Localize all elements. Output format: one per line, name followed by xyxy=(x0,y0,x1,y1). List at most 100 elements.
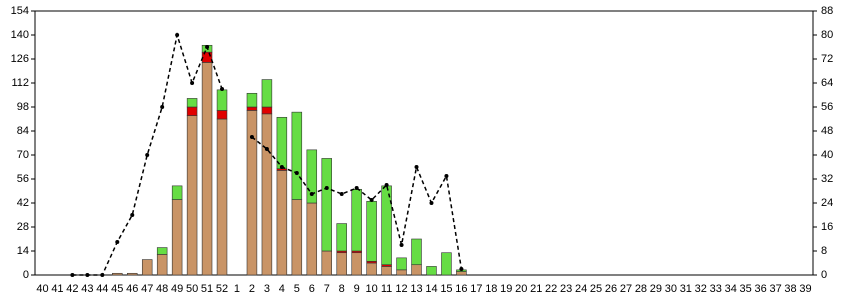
y-tick-label: 42 xyxy=(17,197,29,209)
x-tick-label: 32 xyxy=(695,283,707,295)
bar-segment xyxy=(351,252,362,276)
bar-segment xyxy=(396,269,407,276)
x-tick-label: 38 xyxy=(784,283,796,295)
bar-segment xyxy=(456,271,467,276)
x-tick-label: 27 xyxy=(620,283,632,295)
x-tick-label: 50 xyxy=(186,283,198,295)
x-tick-label: 29 xyxy=(650,283,662,295)
x-tick-label: 43 xyxy=(81,283,93,295)
line-point xyxy=(279,165,284,169)
y2-tick-label: 72 xyxy=(821,53,833,65)
bar-segment xyxy=(171,185,183,200)
bar-segment xyxy=(291,111,303,200)
y-tick-label: 154 xyxy=(11,5,29,17)
x-tick-label: 18 xyxy=(485,283,497,295)
bar-segment xyxy=(366,262,377,276)
x-tick-label: 5 xyxy=(294,283,300,295)
x-tick-label: 8 xyxy=(339,283,345,295)
bar-segment xyxy=(381,185,392,266)
y-tick-label: 14 xyxy=(17,245,29,257)
bar-segment xyxy=(216,89,228,111)
line-point xyxy=(339,192,344,196)
x-tick-label: 30 xyxy=(665,283,677,295)
x-tick-label: 40 xyxy=(36,283,48,295)
y2-tick-label: 0 xyxy=(821,269,827,281)
line-point xyxy=(459,267,464,271)
x-tick-label: 11 xyxy=(381,283,392,295)
bar-segment xyxy=(201,62,213,276)
line-point xyxy=(190,81,195,85)
line-point xyxy=(220,87,225,91)
x-tick-label: 10 xyxy=(366,283,378,295)
line-point xyxy=(384,183,389,187)
y-tick-label: 84 xyxy=(17,125,29,137)
bar-segment xyxy=(246,106,258,111)
bar-segment xyxy=(186,115,198,276)
x-tick-label: 25 xyxy=(590,283,602,295)
bar-segment xyxy=(321,158,332,252)
y2-tick-label: 24 xyxy=(821,197,833,209)
x-tick-label: 21 xyxy=(530,283,542,295)
x-tick-label: 16 xyxy=(455,283,467,295)
y2-tick-label: 64 xyxy=(821,77,833,89)
line xyxy=(72,32,463,276)
plot-frame xyxy=(34,10,814,276)
bar-segment xyxy=(276,116,288,170)
x-tick-label: 13 xyxy=(410,283,422,295)
bar-segment xyxy=(306,149,318,204)
y-tick-label: 112 xyxy=(11,77,29,89)
bar-segment xyxy=(261,79,273,108)
bar-segment xyxy=(321,250,332,276)
x-tick-label: 47 xyxy=(141,283,153,295)
bar-segment xyxy=(336,252,347,276)
y2-tick-label: 32 xyxy=(821,173,833,185)
bar-segment xyxy=(306,202,318,276)
x-tick-label: 7 xyxy=(324,283,330,295)
x-tick-label: 28 xyxy=(635,283,647,295)
bar-segment xyxy=(261,113,273,276)
bar-segment xyxy=(156,247,168,255)
y-tick-label: 28 xyxy=(17,221,29,233)
x-tick-label: 6 xyxy=(309,283,315,295)
x-tick-label: 39 xyxy=(799,283,811,295)
bar-segment xyxy=(336,223,347,252)
x-tick-label: 2 xyxy=(249,283,255,295)
bar-segment xyxy=(351,188,362,252)
x-tick-label: 52 xyxy=(216,283,228,295)
x-tick-label: 12 xyxy=(395,283,407,295)
y2-tick-label: 80 xyxy=(821,29,833,41)
x-tick-label: 1 xyxy=(234,283,240,295)
x-tick-label: 22 xyxy=(545,283,557,295)
bar-segment xyxy=(216,118,228,276)
x-tick-label: 19 xyxy=(500,283,512,295)
y-tick-label: 56 xyxy=(17,173,29,185)
line-point xyxy=(429,201,434,205)
x-tick-label: 35 xyxy=(740,283,752,295)
x-tick-label: 44 xyxy=(96,283,108,295)
x-tick-label: 14 xyxy=(425,283,437,295)
y-tick-label: 126 xyxy=(11,53,29,65)
x-tick-label: 4 xyxy=(279,283,285,295)
bar-segment xyxy=(156,254,168,276)
line-point xyxy=(369,198,374,202)
line-point xyxy=(175,33,180,37)
bar-segment xyxy=(127,272,138,276)
x-tick-label: 33 xyxy=(710,283,722,295)
x-tick-label: 42 xyxy=(66,283,78,295)
x-tick-label: 17 xyxy=(470,283,482,295)
line-point xyxy=(414,165,419,169)
line-point xyxy=(100,273,105,277)
bar-segment xyxy=(216,110,228,120)
line-point xyxy=(249,135,254,139)
line-point xyxy=(115,240,120,244)
x-tick-label: 46 xyxy=(126,283,138,295)
y2-tick-label: 48 xyxy=(821,125,833,137)
bar-segment xyxy=(366,200,377,262)
line-point xyxy=(309,192,314,196)
x-tick-label: 34 xyxy=(725,283,737,295)
bar-segment xyxy=(112,272,123,276)
x-tick-label: 3 xyxy=(264,283,270,295)
x-tick-label: 49 xyxy=(171,283,183,295)
x-tick-label: 45 xyxy=(111,283,123,295)
bar-segment xyxy=(441,252,452,276)
